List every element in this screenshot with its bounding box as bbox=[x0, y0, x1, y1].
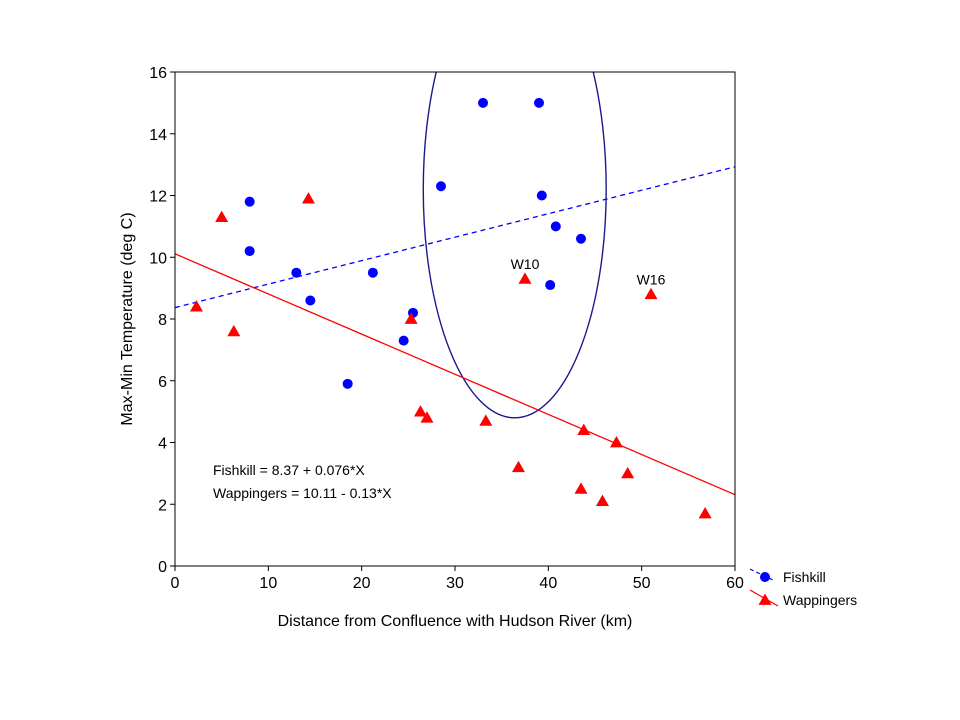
point-label: W10 bbox=[511, 256, 540, 272]
plot-area-frame bbox=[174, 71, 736, 567]
x-tick-label: 60 bbox=[726, 575, 744, 592]
point-wappingers bbox=[227, 324, 241, 337]
point-wappingers bbox=[577, 423, 591, 436]
plot-clipped-group bbox=[175, 72, 735, 496]
point-fishkill bbox=[576, 233, 586, 244]
legend-marker-fishkill bbox=[760, 572, 770, 582]
point-wappingers bbox=[413, 405, 427, 417]
point-label: W16 bbox=[637, 271, 666, 287]
y-tick-label: 12 bbox=[149, 189, 167, 206]
highlight-ellipse bbox=[422, 72, 607, 419]
y-tick-label: 8 bbox=[158, 312, 167, 329]
point-fishkill bbox=[244, 246, 255, 257]
x-tick-label: 30 bbox=[446, 575, 464, 592]
point-wappingers bbox=[609, 436, 623, 448]
point-fishkill bbox=[478, 97, 488, 108]
fit-line-wappingers bbox=[175, 253, 735, 496]
x-tick-label: 0 bbox=[171, 575, 180, 592]
point-fishkill bbox=[367, 267, 378, 278]
legend-label-fishkill: Fishkill bbox=[783, 569, 826, 585]
x-tick-label: 20 bbox=[353, 575, 371, 592]
equation-fishkill: Fishkill = 8.37 + 0.076*X bbox=[213, 462, 365, 478]
x-tick-label: 40 bbox=[539, 575, 557, 592]
point-wappingers bbox=[574, 482, 588, 494]
y-tick-label: 14 bbox=[149, 127, 167, 144]
y-tick-label: 0 bbox=[158, 559, 167, 576]
y-tick-label: 6 bbox=[158, 374, 167, 391]
y-tick-label: 2 bbox=[158, 497, 167, 514]
point-fishkill bbox=[398, 335, 409, 346]
point-wappingers bbox=[621, 466, 635, 479]
point-wappingers bbox=[698, 507, 712, 519]
y-tick-label: 16 bbox=[149, 65, 167, 82]
point-fishkill bbox=[342, 378, 353, 389]
fit-line-fishkill bbox=[175, 166, 735, 309]
y-tick-label: 4 bbox=[158, 436, 167, 453]
y-tick-label: 10 bbox=[149, 250, 167, 267]
equation-wappingers: Wappingers = 10.11 - 0.13*X bbox=[213, 485, 392, 501]
legend-marker-wappingers bbox=[758, 593, 772, 605]
legend: Fishkill Wappingers bbox=[749, 568, 857, 608]
point-fishkill bbox=[550, 221, 561, 232]
legend-label-wappingers: Wappingers bbox=[783, 592, 857, 608]
point-fishkill bbox=[305, 295, 316, 306]
point-wappingers bbox=[301, 192, 315, 204]
point-wappingers bbox=[479, 414, 493, 426]
plot-layer: 0 10 20 30 40 50 60 0 2 4 6 8 10 12 14 16 W10 W16 bbox=[149, 65, 744, 592]
x-tick-label: 10 bbox=[259, 575, 277, 592]
point-fishkill bbox=[534, 97, 544, 108]
point-wappingers bbox=[518, 272, 532, 284]
point-wappingers bbox=[215, 210, 229, 222]
x-tick-label: 50 bbox=[633, 575, 651, 592]
point-wappingers bbox=[644, 287, 658, 300]
y-axis-label: Max-Min Temperature (deg C) bbox=[119, 212, 136, 425]
x-axis-label: Distance from Confluence with Hudson Riv… bbox=[278, 613, 633, 630]
point-fishkill bbox=[244, 196, 255, 207]
point-wappingers bbox=[595, 494, 609, 507]
point-wappingers bbox=[404, 312, 418, 324]
point-fishkill bbox=[291, 267, 302, 278]
point-wappingers bbox=[420, 411, 434, 423]
point-wappingers bbox=[189, 300, 203, 312]
point-fishkill bbox=[545, 280, 556, 291]
point-wappingers bbox=[511, 460, 525, 473]
point-fishkill bbox=[436, 181, 446, 192]
point-fishkill bbox=[536, 190, 547, 201]
legend-line-fishkill bbox=[749, 568, 776, 582]
